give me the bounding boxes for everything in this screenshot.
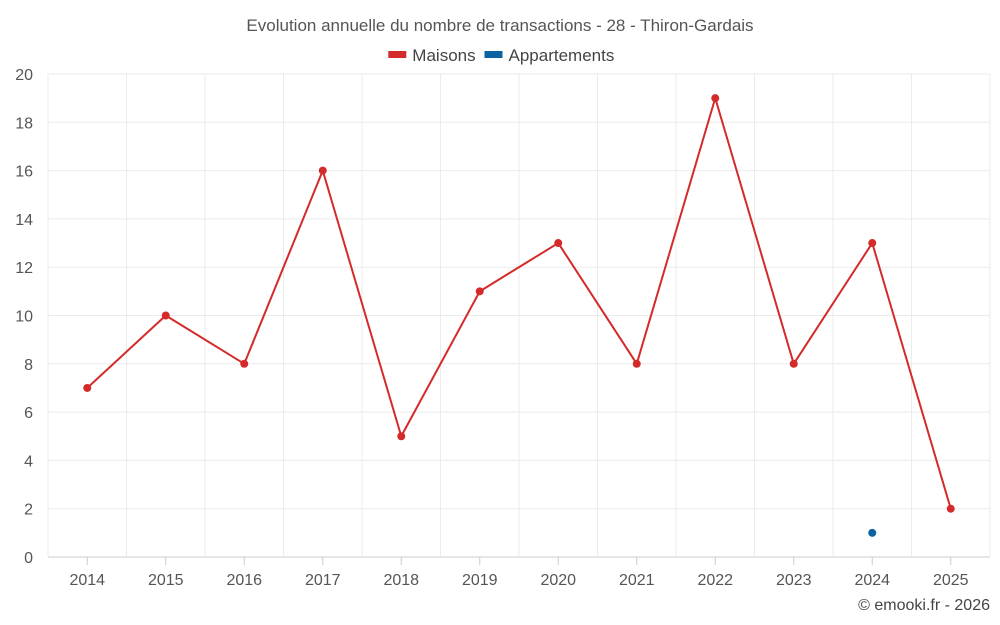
x-tick-label: 2016	[226, 572, 262, 589]
legend-item-appartements: Appartements	[484, 46, 615, 65]
data-point	[868, 239, 877, 248]
y-tick-label: 6	[24, 405, 33, 422]
y-tick-label: 20	[15, 67, 33, 84]
data-point	[711, 94, 720, 103]
legend-item-maisons: Maisons	[388, 46, 476, 65]
x-tick-label: 2025	[933, 572, 969, 589]
grid	[47, 73, 991, 558]
data-point	[161, 311, 170, 320]
data-point	[946, 504, 955, 513]
credit-text: © emooki.fr - 2026	[858, 597, 990, 614]
data-point	[632, 359, 641, 368]
series-appartements	[868, 528, 877, 537]
data-point	[83, 383, 92, 392]
x-tick-label: 2019	[462, 572, 498, 589]
chart-title: Evolution annuelle du nombre de transact…	[246, 16, 753, 35]
x-tick-label: 2018	[383, 572, 419, 589]
y-tick-label: 18	[15, 115, 33, 132]
legend-swatch	[388, 51, 407, 58]
x-tick-label: 2014	[69, 572, 105, 589]
x-tick-label: 2023	[776, 572, 812, 589]
x-tick-label: 2015	[148, 572, 184, 589]
legend: Maisons Appartements	[388, 46, 614, 65]
x-tick-label: 2024	[854, 572, 890, 589]
x-tick-label: 2022	[697, 572, 733, 589]
y-tick-label: 0	[24, 550, 33, 567]
y-tick-label: 4	[24, 453, 33, 470]
legend-label: Maisons	[412, 46, 475, 65]
x-tick-label: 2017	[305, 572, 341, 589]
data-point	[240, 359, 249, 368]
series-maisons	[83, 94, 955, 513]
y-tick-label: 8	[24, 357, 33, 374]
legend-swatch	[484, 51, 503, 58]
data-point	[868, 528, 877, 537]
legend-label: Appartements	[509, 46, 615, 65]
data-point	[397, 432, 406, 441]
data-point	[554, 239, 563, 248]
y-axis: 0 2 4 6 8 10 12 14 16 18 20	[15, 67, 33, 567]
series-line	[86, 97, 952, 509]
y-tick-label: 14	[15, 212, 33, 229]
data-point	[789, 359, 798, 368]
data-point	[318, 166, 327, 175]
series-layer	[83, 94, 955, 537]
data-point	[475, 287, 484, 296]
x-tick-label: 2020	[540, 572, 576, 589]
y-tick-label: 2	[24, 502, 33, 519]
y-tick-label: 10	[15, 309, 33, 326]
y-tick-label: 16	[15, 164, 33, 181]
y-tick-label: 12	[15, 260, 33, 277]
x-axis: 2014 2015 2016 2017 2018 2019 2020 2021 2022 2023…	[69, 557, 969, 589]
x-tick-label: 2021	[619, 572, 655, 589]
